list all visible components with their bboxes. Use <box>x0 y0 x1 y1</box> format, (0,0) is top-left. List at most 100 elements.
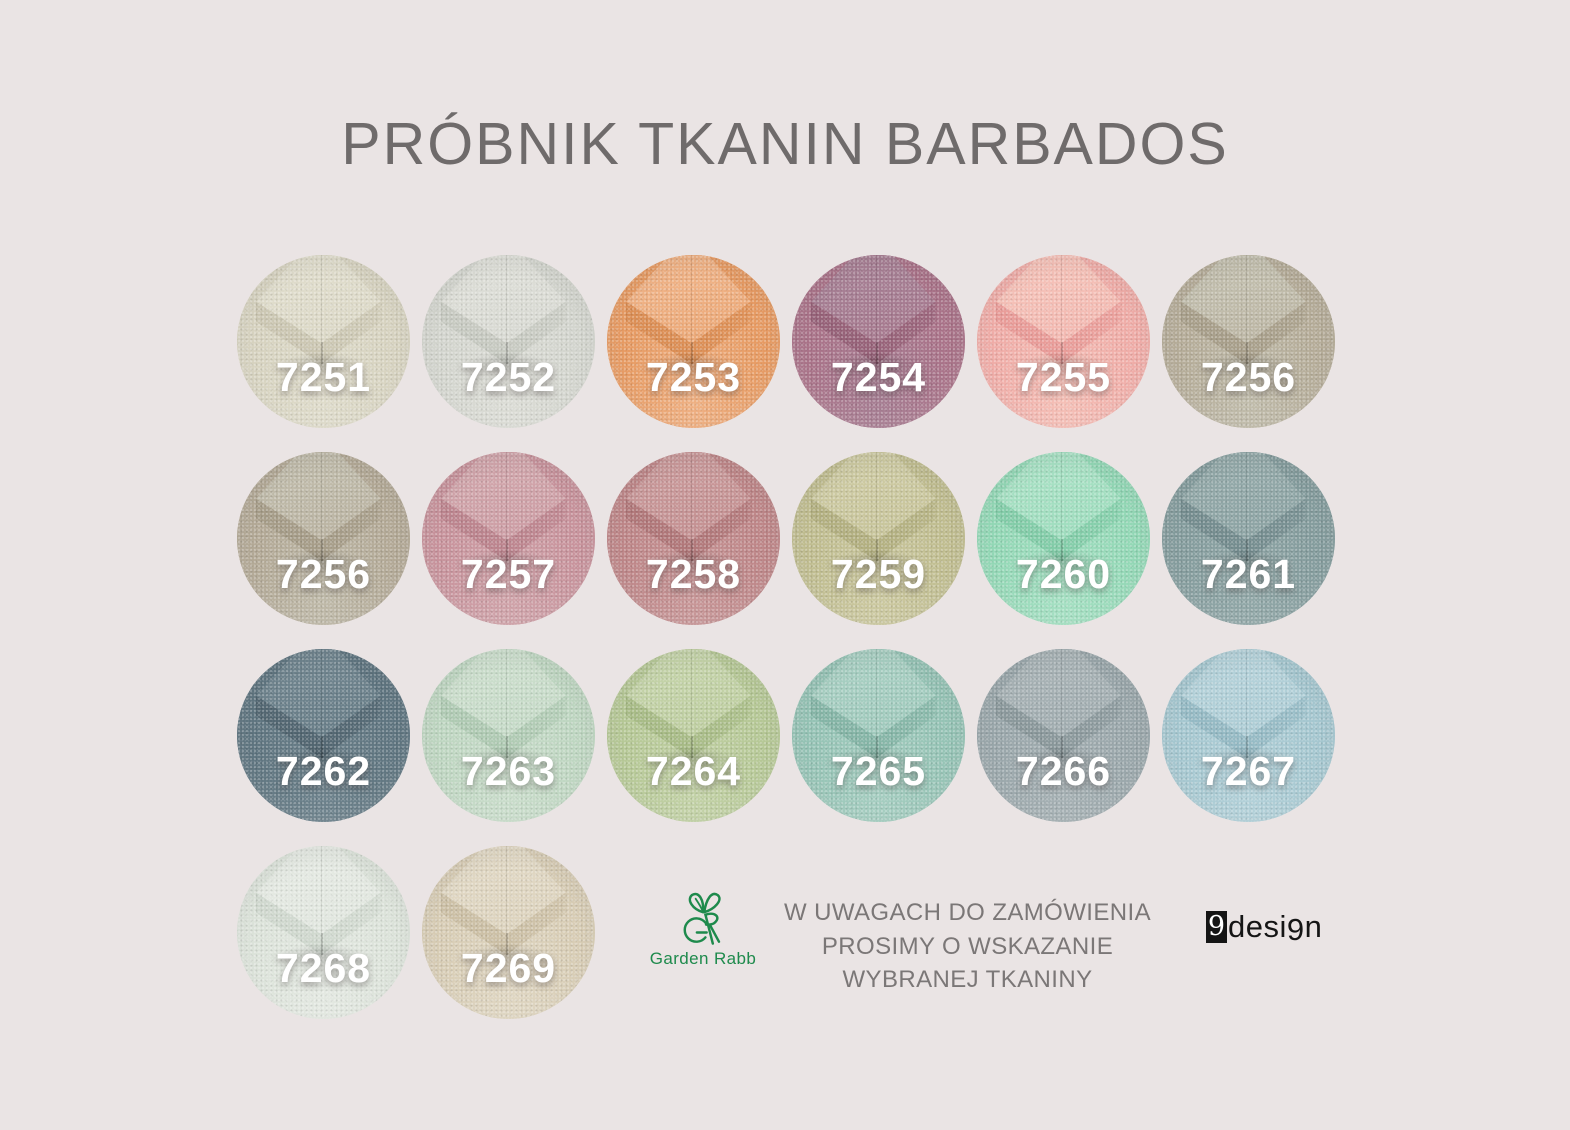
ninedesign-word-g: 9 <box>1286 912 1305 947</box>
cushion-shadow <box>1018 745 1106 771</box>
cushion-shadow <box>1203 351 1291 377</box>
cushion-corner-seam <box>691 736 693 758</box>
cushion-shadow <box>833 548 921 574</box>
swatch-code-label: 7254 <box>830 354 927 401</box>
swatch-code-label: 7251 <box>275 354 372 401</box>
fabric-texture <box>422 255 595 428</box>
cushion-ridge <box>1060 649 1063 738</box>
cushion-corner-seam <box>1061 539 1063 561</box>
cushion-shadow <box>648 745 736 771</box>
photo-vignette <box>792 452 965 625</box>
swatch-grid: 7251 7252 7253 7254 7255 7256 7256 7257 7258 7259… <box>237 255 1335 1019</box>
cushion-ridge <box>1245 452 1248 541</box>
cushion-corner-seam <box>1246 736 1248 758</box>
ninedesign-wordmark: desi9n <box>1228 909 1322 947</box>
swatch-code-label: 7261 <box>1200 551 1297 598</box>
cushion-corner-seam <box>1061 342 1063 364</box>
photo-vignette <box>422 452 595 625</box>
photo-vignette <box>422 649 595 822</box>
cushion-ridge <box>875 649 878 738</box>
fabric-swatch-7255: 7255 <box>977 255 1150 428</box>
cushion-corner-seam <box>691 539 693 561</box>
cushion-ridge <box>690 255 693 344</box>
fabric-texture <box>237 452 410 625</box>
order-note: W UWAGACH DO ZAMÓWIENIA PROSIMY O WSKAZA… <box>775 896 1160 997</box>
photo-vignette <box>607 255 780 428</box>
cushion-ridge <box>690 452 693 541</box>
cushion-corner-seam <box>876 539 878 561</box>
cushion-shadow <box>278 351 366 377</box>
swatch-code-label: 7260 <box>1015 551 1112 598</box>
swatch-code-label: 7255 <box>1015 354 1112 401</box>
photo-vignette <box>237 649 410 822</box>
swatch-code-label: 7253 <box>645 354 742 401</box>
fabric-swatch-7252: 7252 <box>422 255 595 428</box>
fabric-swatch-7254: 7254 <box>792 255 965 428</box>
photo-vignette <box>977 452 1150 625</box>
fabric-texture <box>607 452 780 625</box>
cushion-corner-seam <box>321 342 323 364</box>
cushion-ridge <box>1245 649 1248 738</box>
photo-vignette <box>607 649 780 822</box>
cushion-shadow <box>463 942 551 968</box>
cushion-shadow <box>833 351 921 377</box>
fabric-swatch-7257: 7257 <box>422 452 595 625</box>
cushion-shadow <box>278 745 366 771</box>
swatch-code-label: 7263 <box>460 748 557 795</box>
swatch-code-label: 7267 <box>1200 748 1297 795</box>
fabric-texture <box>422 649 595 822</box>
swatch-code-label: 7264 <box>645 748 742 795</box>
cushion-corner-seam <box>321 539 323 561</box>
photo-vignette <box>977 255 1150 428</box>
photo-vignette <box>237 846 410 1019</box>
fabric-texture <box>237 649 410 822</box>
swatch-code-label: 7266 <box>1015 748 1112 795</box>
cushion-ridge <box>1245 255 1248 344</box>
cushion-corner-seam <box>1061 736 1063 758</box>
fabric-texture <box>607 649 780 822</box>
fabric-swatch-7258: 7258 <box>607 452 780 625</box>
photo-vignette <box>792 649 965 822</box>
ninedesign-box-icon: 9 <box>1206 911 1227 943</box>
photo-vignette <box>237 255 410 428</box>
fabric-swatch-7269: 7269 <box>422 846 595 1019</box>
cushion-corner-seam <box>876 736 878 758</box>
fabric-texture <box>792 255 965 428</box>
fabric-texture <box>422 846 595 1019</box>
ninedesign-logo: 9 desi9n <box>1206 909 1322 947</box>
cushion-ridge <box>320 255 323 344</box>
cushion-corner-seam <box>506 933 508 955</box>
fabric-texture <box>977 452 1150 625</box>
fabric-swatch-7265: 7265 <box>792 649 965 822</box>
fabric-swatch-7266: 7266 <box>977 649 1150 822</box>
fabric-swatch-7261: 7261 <box>1162 452 1335 625</box>
cushion-shadow <box>1203 745 1291 771</box>
fabric-swatch-7260: 7260 <box>977 452 1150 625</box>
swatch-code-label: 7256 <box>1200 354 1297 401</box>
ninedesign-word-start: desi <box>1228 909 1287 944</box>
photo-vignette <box>422 255 595 428</box>
cushion-corner-seam <box>876 342 878 364</box>
fabric-texture <box>1162 255 1335 428</box>
cushion-shadow <box>463 548 551 574</box>
fabric-swatch-7268: 7268 <box>237 846 410 1019</box>
cushion-corner-seam <box>506 539 508 561</box>
ninedesign-box-digit: 9 <box>1207 911 1226 942</box>
cushion-corner-seam <box>506 736 508 758</box>
photo-vignette <box>237 452 410 625</box>
photo-vignette <box>977 649 1150 822</box>
fabric-swatch-7259: 7259 <box>792 452 965 625</box>
fabric-texture <box>792 649 965 822</box>
swatch-code-label: 7269 <box>460 945 557 992</box>
cushion-ridge <box>320 846 323 935</box>
swatch-code-label: 7262 <box>275 748 372 795</box>
cushion-ridge <box>875 452 878 541</box>
fabric-texture <box>422 452 595 625</box>
swatch-code-label: 7258 <box>645 551 742 598</box>
cushion-shadow <box>463 351 551 377</box>
order-note-line: PROSIMY O WSKAZANIE <box>821 932 1114 960</box>
fabric-texture <box>792 452 965 625</box>
fabric-texture <box>977 255 1150 428</box>
swatch-code-label: 7256 <box>275 551 372 598</box>
fabric-swatch-7256: 7256 <box>237 452 410 625</box>
